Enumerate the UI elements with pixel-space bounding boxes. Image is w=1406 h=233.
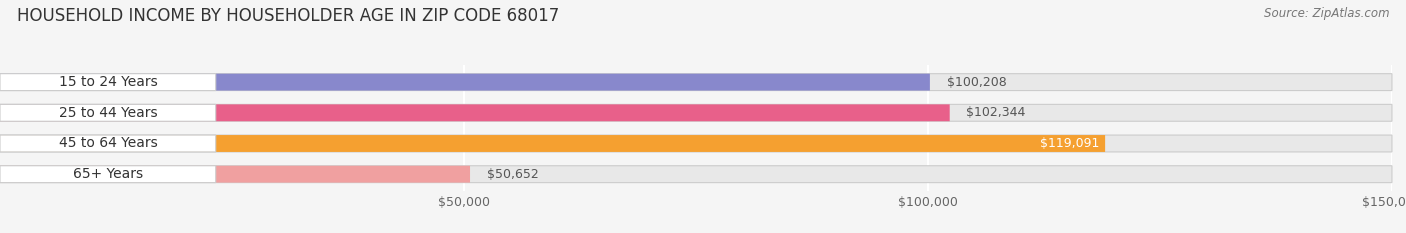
FancyBboxPatch shape xyxy=(0,135,215,152)
FancyBboxPatch shape xyxy=(0,104,949,121)
FancyBboxPatch shape xyxy=(0,104,215,121)
FancyBboxPatch shape xyxy=(0,135,1105,152)
Text: $119,091: $119,091 xyxy=(1040,137,1099,150)
Text: 15 to 24 Years: 15 to 24 Years xyxy=(59,75,157,89)
Text: $100,208: $100,208 xyxy=(946,76,1007,89)
FancyBboxPatch shape xyxy=(0,74,929,91)
Text: 65+ Years: 65+ Years xyxy=(73,167,143,181)
Text: 25 to 44 Years: 25 to 44 Years xyxy=(59,106,157,120)
Text: $102,344: $102,344 xyxy=(966,106,1026,119)
FancyBboxPatch shape xyxy=(0,166,215,183)
FancyBboxPatch shape xyxy=(0,74,1392,91)
FancyBboxPatch shape xyxy=(0,74,215,91)
FancyBboxPatch shape xyxy=(0,135,1392,152)
Text: Source: ZipAtlas.com: Source: ZipAtlas.com xyxy=(1264,7,1389,20)
FancyBboxPatch shape xyxy=(0,166,1392,183)
Text: 45 to 64 Years: 45 to 64 Years xyxy=(59,137,157,151)
Text: $50,652: $50,652 xyxy=(486,168,538,181)
FancyBboxPatch shape xyxy=(0,166,470,183)
FancyBboxPatch shape xyxy=(0,104,1392,121)
Text: HOUSEHOLD INCOME BY HOUSEHOLDER AGE IN ZIP CODE 68017: HOUSEHOLD INCOME BY HOUSEHOLDER AGE IN Z… xyxy=(17,7,560,25)
